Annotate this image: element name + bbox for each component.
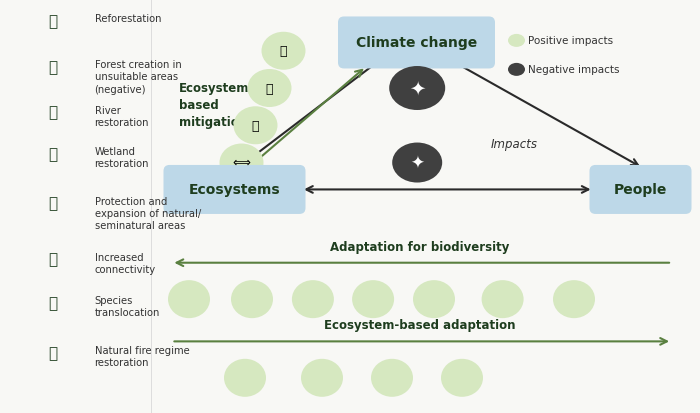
Text: Ecosystem-based adaptation: Ecosystem-based adaptation — [324, 319, 516, 332]
Ellipse shape — [352, 280, 394, 318]
Text: Climate change: Climate change — [356, 36, 477, 50]
Ellipse shape — [553, 280, 595, 318]
Ellipse shape — [248, 70, 291, 108]
Text: Wetland
restoration: Wetland restoration — [94, 147, 149, 169]
Ellipse shape — [508, 64, 525, 77]
Ellipse shape — [413, 280, 455, 318]
Ellipse shape — [441, 359, 483, 397]
Text: ✦: ✦ — [409, 79, 426, 98]
Text: People: People — [614, 183, 667, 197]
Ellipse shape — [220, 144, 263, 182]
Text: 🌳: 🌳 — [48, 60, 57, 75]
Ellipse shape — [301, 359, 343, 397]
Text: 🔗: 🔗 — [48, 252, 57, 267]
Text: Ecosystem-
based
mitigation: Ecosystem- based mitigation — [178, 82, 254, 129]
Ellipse shape — [292, 280, 334, 318]
Text: 🔥: 🔥 — [266, 82, 273, 95]
Text: Ecosystems: Ecosystems — [189, 183, 280, 197]
Text: 🔥: 🔥 — [48, 345, 57, 360]
Text: Adaptation for biodiversity: Adaptation for biodiversity — [330, 240, 510, 253]
Ellipse shape — [168, 280, 210, 318]
Text: Negative impacts: Negative impacts — [528, 65, 620, 75]
Ellipse shape — [234, 107, 277, 145]
Text: Impacts: Impacts — [491, 138, 538, 151]
Text: 🌿: 🌿 — [252, 119, 259, 133]
Ellipse shape — [224, 359, 266, 397]
FancyBboxPatch shape — [338, 17, 495, 69]
Text: Species
translocation: Species translocation — [94, 295, 160, 318]
Text: 🌾: 🌾 — [48, 147, 57, 161]
Ellipse shape — [389, 67, 445, 111]
Ellipse shape — [392, 143, 442, 183]
Ellipse shape — [508, 35, 525, 48]
Text: 🌸: 🌸 — [48, 295, 57, 310]
Ellipse shape — [262, 33, 305, 71]
Text: Forest creation in
unsuitable areas
(negative): Forest creation in unsuitable areas (neg… — [94, 60, 181, 95]
Text: ✦: ✦ — [410, 154, 424, 172]
Text: Increased
connectivity: Increased connectivity — [94, 252, 155, 274]
Text: 🌳: 🌳 — [280, 45, 287, 58]
Text: River
restoration: River restoration — [94, 105, 149, 128]
Ellipse shape — [231, 280, 273, 318]
Text: 🏞: 🏞 — [48, 196, 57, 211]
Text: Reforestation: Reforestation — [94, 14, 161, 24]
Ellipse shape — [482, 280, 524, 318]
Text: Protection and
expansion of natural/
seminatural areas: Protection and expansion of natural/ sem… — [94, 196, 201, 231]
Text: 🌲: 🌲 — [48, 14, 57, 29]
FancyBboxPatch shape — [589, 166, 692, 214]
Text: Natural fire regime
restoration: Natural fire regime restoration — [94, 345, 189, 367]
Text: ⟺: ⟺ — [232, 157, 251, 170]
Ellipse shape — [371, 359, 413, 397]
FancyBboxPatch shape — [164, 166, 305, 214]
Text: Positive impacts: Positive impacts — [528, 36, 614, 46]
Text: 🌊: 🌊 — [48, 105, 57, 120]
